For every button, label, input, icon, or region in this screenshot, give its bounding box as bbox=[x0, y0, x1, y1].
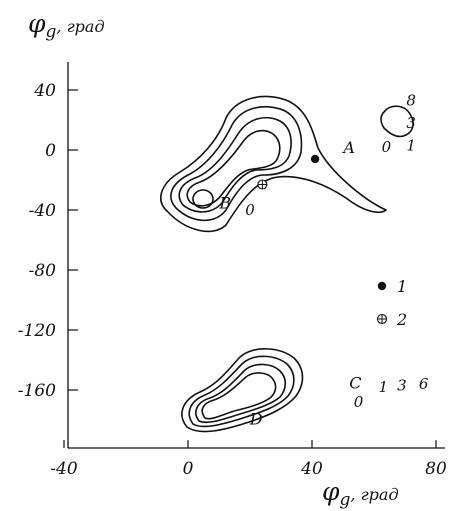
y-axis-symbol: φ bbox=[28, 9, 46, 38]
contour-level-label: 0 bbox=[382, 138, 392, 156]
legend-label: 2 bbox=[396, 310, 407, 329]
x-tick-label: 0 bbox=[183, 459, 194, 479]
contour-level-label: 8 bbox=[406, 92, 416, 110]
x-axis-title: φg, град bbox=[322, 477, 399, 510]
y-tick-label: -160 bbox=[18, 381, 56, 401]
x-axis-symbol: φ bbox=[322, 477, 340, 506]
y-tick-label: -40 bbox=[29, 201, 57, 221]
region-label: C bbox=[349, 374, 361, 393]
contour-lower-level-3 bbox=[188, 355, 295, 428]
region-label: A bbox=[341, 138, 355, 157]
contour-level-label: 0 bbox=[354, 393, 364, 411]
upper-contour-group bbox=[160, 95, 387, 233]
contour-level-label: 1 bbox=[406, 137, 416, 155]
contour-level-8-near-e bbox=[380, 105, 414, 138]
y-axis-unit: , град bbox=[56, 17, 104, 36]
region-label: B bbox=[218, 194, 231, 213]
y-tick-label: 40 bbox=[33, 81, 56, 101]
contour-level-label: 1 bbox=[379, 378, 389, 396]
x-axis-unit: , град bbox=[350, 485, 398, 504]
contour-upper-level-1 bbox=[178, 117, 292, 213]
y-axis-title: φg, град bbox=[28, 9, 105, 42]
contour-level-labels: 8301080136 bbox=[245, 92, 429, 412]
region-outline-b bbox=[192, 189, 214, 209]
x-tick-label: -40 bbox=[50, 459, 78, 479]
region-label: D bbox=[249, 410, 263, 429]
contour-level-label: 3 bbox=[397, 377, 407, 395]
x-axis-subscript: g bbox=[340, 490, 351, 510]
x-tick-label: 80 bbox=[425, 459, 447, 479]
contour-lower-level-6 bbox=[181, 348, 304, 433]
contour-upper-level-3 bbox=[170, 106, 303, 222]
contour-level-label: 6 bbox=[419, 375, 429, 393]
contour-level-label: 0 bbox=[245, 201, 255, 219]
axis-ticks: -4004080120160400-40-80-120-160 bbox=[18, 81, 447, 479]
contour-upper-level-0 bbox=[186, 129, 281, 207]
y-tick-label: 0 bbox=[45, 141, 56, 161]
contour-lower-level-0 bbox=[201, 372, 277, 420]
x-tick-label: 40 bbox=[300, 459, 323, 479]
legend: 12 bbox=[376, 277, 407, 329]
y-tick-label: -120 bbox=[18, 321, 56, 341]
contour-level-label: 3 bbox=[406, 114, 416, 132]
contour-upper-level-8 bbox=[160, 95, 387, 233]
legend-label: 1 bbox=[397, 277, 407, 296]
legend-marker bbox=[376, 313, 388, 325]
data-point-filled bbox=[310, 154, 320, 164]
y-axis-subscript: g bbox=[46, 22, 57, 42]
contour-lower-level-1 bbox=[195, 363, 287, 424]
lower-contour-group bbox=[181, 348, 304, 433]
region-labels: ABCDEF bbox=[218, 138, 361, 429]
legend-marker bbox=[377, 281, 387, 291]
y-tick-label: -80 bbox=[29, 261, 57, 281]
data-point-circle-plus bbox=[257, 179, 268, 190]
data-points bbox=[257, 154, 320, 190]
